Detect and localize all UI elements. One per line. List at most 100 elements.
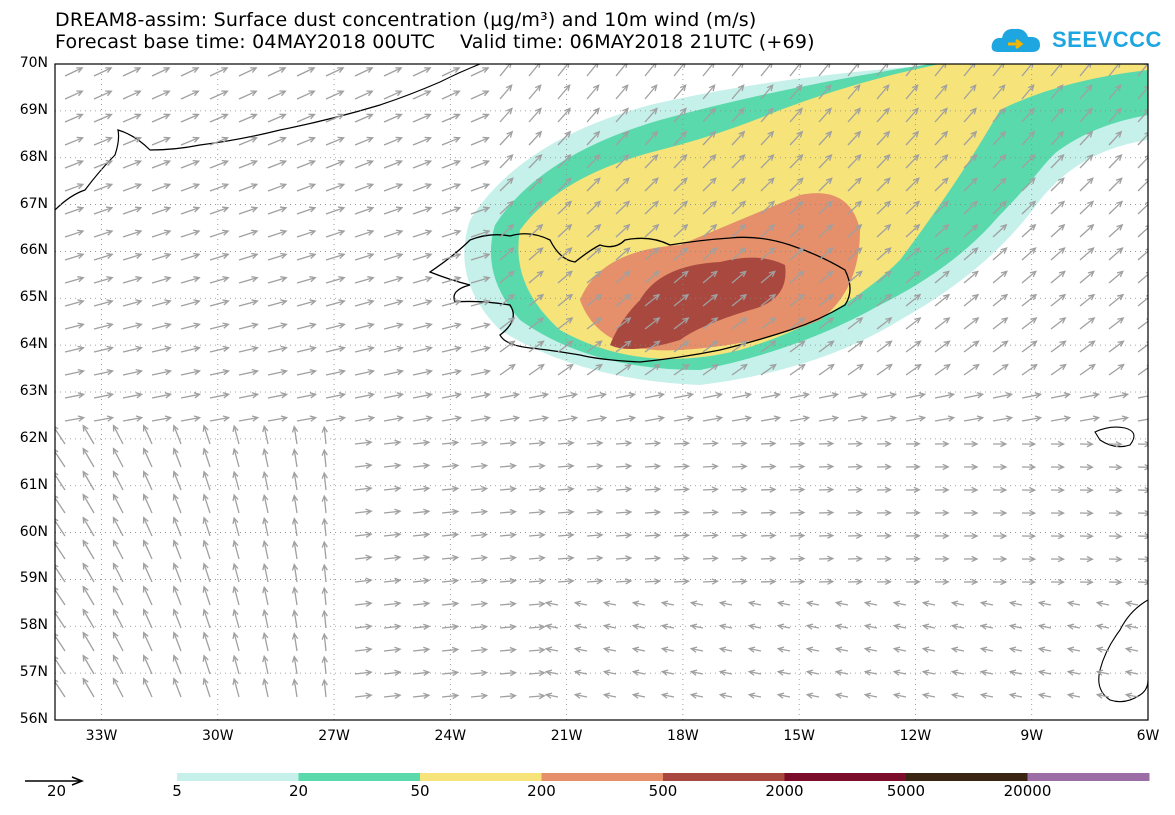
wind-arrow-head [718, 600, 727, 607]
latitude-label: 67N [19, 195, 48, 212]
wind-arrow [1021, 201, 1036, 215]
wind-arrow [470, 160, 489, 169]
wind-arrow-head [536, 247, 544, 254]
wind-arrow-head [308, 206, 317, 213]
wind-arrow [82, 632, 95, 652]
wind-arrow-head [913, 440, 921, 448]
wind-arrow-head [979, 623, 988, 630]
wind-arrow [499, 487, 516, 491]
wind-arrow-head [566, 293, 574, 301]
wind-arrow [876, 364, 893, 376]
wind-arrow-head [682, 293, 690, 301]
wind-arrow-head [711, 340, 719, 347]
wind-arrow-head [544, 646, 553, 653]
wind-arrow [412, 416, 432, 422]
wind-arrow-head [221, 206, 230, 213]
wind-arrow [1010, 670, 1023, 675]
wind-arrow-head [482, 67, 490, 73]
wind-arrow-head [202, 654, 209, 662]
wind-arrow [64, 207, 84, 215]
wind-arrow [789, 131, 803, 146]
wind-arrow-head [979, 600, 988, 607]
wind-arrow-head [860, 392, 869, 399]
wind-arrow [528, 177, 543, 192]
wind-arrow [1079, 416, 1099, 422]
wind-arrow [546, 647, 559, 652]
wind-arrow [760, 534, 776, 537]
wind-arrow [876, 177, 891, 192]
wind-arrow-head [681, 270, 689, 278]
scotland-coast [1098, 599, 1148, 703]
wind-arrow [470, 90, 489, 100]
wind-arrow-head [135, 229, 143, 236]
wind-arrow-head [453, 136, 461, 143]
wind-arrow-head [1144, 441, 1148, 448]
wind-arrow [865, 647, 878, 652]
wind-arrow [615, 84, 629, 100]
wind-arrow-head [1144, 579, 1148, 586]
wind-arrow-head [1037, 669, 1046, 676]
wind-arrow [586, 247, 601, 261]
wind-arrow [604, 647, 617, 652]
wind-arrow [760, 393, 780, 399]
wind-arrow [934, 393, 954, 399]
wind-arrow-head [971, 440, 979, 448]
wind-arrow-head [1145, 201, 1148, 205]
wind-arrow [1021, 317, 1037, 330]
wind-arrow [528, 131, 542, 146]
wind-arrow [238, 393, 258, 399]
wind-arrow-head [164, 299, 172, 306]
wind-arrow-head [941, 107, 948, 115]
wind-arrow-head [395, 183, 404, 190]
wind-arrow-head [453, 90, 461, 97]
wind-arrow-head [567, 532, 575, 539]
wind-arrow-head [291, 517, 299, 525]
wind-arrow [325, 253, 345, 261]
wind-arrow [644, 580, 660, 583]
wind-arrow [615, 534, 631, 537]
wind-arrow [1108, 247, 1123, 261]
wind-arrow-head [221, 136, 229, 143]
wind-arrow [441, 416, 461, 422]
wind-arrow-head [682, 486, 691, 493]
wind-arrow-head [855, 486, 864, 493]
wind-arrow-head [737, 64, 744, 69]
wind-arrow-head [538, 646, 546, 654]
wind-arrow [151, 137, 170, 146]
wind-arrow [470, 648, 487, 652]
wind-arrow-head [424, 90, 432, 97]
wind-arrow [354, 113, 373, 123]
wind-arrow-head [232, 631, 239, 640]
wind-arrow [586, 317, 602, 330]
wind-arrow [325, 183, 345, 192]
wind-arrow [673, 364, 690, 376]
wind-arrow [673, 154, 687, 169]
wind-arrow [1079, 154, 1093, 169]
wind-arrow-head [509, 600, 517, 608]
wind-arrow [702, 224, 717, 238]
wind-arrow-head [679, 64, 686, 69]
wind-arrow-head [599, 392, 608, 399]
wind-arrow [586, 534, 603, 537]
wind-arrow-head [535, 107, 542, 115]
wind-arrow-head [802, 415, 811, 422]
longitude-label: 33W [85, 728, 118, 744]
wind-arrow-head [709, 130, 717, 138]
wind-arrow [441, 160, 460, 169]
wind-arrow [383, 602, 401, 606]
wind-arrow-head [1088, 340, 1096, 347]
wind-arrow [293, 426, 298, 445]
wind-arrow [1137, 367, 1148, 376]
wind-arrow-head [1085, 84, 1093, 92]
wind-arrow [173, 655, 182, 675]
wind-arrow [847, 201, 862, 215]
wind-arrow-head [564, 107, 571, 115]
wind-arrow [586, 108, 600, 123]
wind-arrow [180, 393, 200, 399]
wind-arrow [499, 416, 519, 422]
wind-arrow-head [827, 532, 835, 539]
wind-arrow-head [921, 692, 930, 699]
wind-arrow-head [367, 229, 375, 236]
wind-arrow [93, 183, 113, 192]
wind-arrow-head [55, 472, 59, 476]
